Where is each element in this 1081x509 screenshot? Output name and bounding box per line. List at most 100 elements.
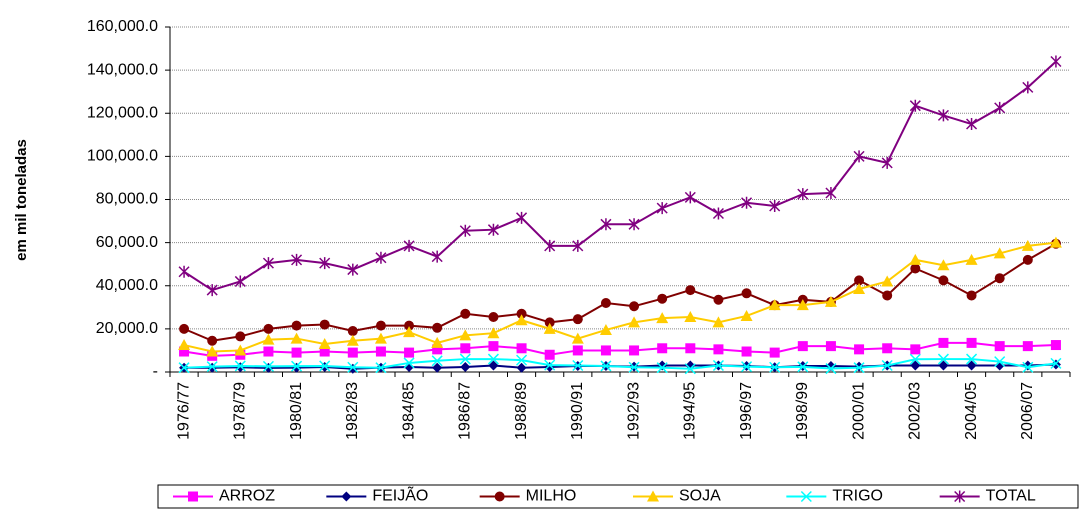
x-tick-label: 1988/89 <box>513 382 530 440</box>
y-tick-label: 80,000.0 <box>96 191 158 208</box>
legend-marker <box>647 490 659 502</box>
data-point <box>909 253 922 265</box>
data-point <box>263 323 274 334</box>
data-point <box>937 259 950 271</box>
x-tick-label: 2000/01 <box>850 382 867 440</box>
data-point <box>910 360 921 371</box>
data-point <box>403 357 415 369</box>
data-point <box>656 312 669 324</box>
y-tick-label: 160,000.0 <box>87 18 158 35</box>
data-point <box>178 339 191 351</box>
data-point <box>459 329 472 341</box>
legend-label: ARROZ <box>219 488 275 505</box>
data-point <box>713 344 724 355</box>
legend-label: MILHO <box>526 488 577 505</box>
data-point <box>657 293 668 304</box>
data-point <box>404 320 415 331</box>
y-axis-label: em mil toneladas <box>13 139 30 261</box>
data-point <box>994 356 1006 368</box>
data-point <box>882 290 893 301</box>
x-tick-label: 1978/79 <box>232 382 249 440</box>
data-point <box>291 320 302 331</box>
series-line <box>183 341 1056 357</box>
data-point <box>881 156 893 169</box>
data-point <box>374 332 387 344</box>
data-point <box>206 345 219 357</box>
data-point <box>263 346 274 357</box>
data-point <box>487 353 499 365</box>
data-point <box>938 360 949 371</box>
data-point <box>600 345 611 356</box>
data-point <box>459 224 471 237</box>
x-tick-label: 1976/77 <box>175 382 192 440</box>
legend-marker <box>954 490 966 503</box>
data-point <box>235 331 246 342</box>
data-point <box>1050 340 1061 351</box>
data-point <box>431 250 443 263</box>
y-tick-label: 100,000.0 <box>87 148 158 165</box>
data-point <box>572 360 584 372</box>
data-point <box>347 263 359 276</box>
data-point <box>319 362 330 373</box>
data-point <box>346 334 359 346</box>
data-point <box>515 314 528 326</box>
data-point <box>1022 360 1033 371</box>
data-point <box>234 344 247 356</box>
x-tick-label: 2002/03 <box>907 382 924 440</box>
data-point <box>853 282 866 294</box>
data-point <box>1022 361 1034 373</box>
data-point <box>544 317 555 328</box>
legend-marker <box>188 491 198 502</box>
data-point <box>516 308 527 319</box>
data-point <box>796 299 809 311</box>
data-point <box>347 361 359 373</box>
series-line <box>183 241 1057 353</box>
series-line <box>184 358 1057 370</box>
data-point <box>460 362 471 373</box>
x-tick-label: 2006/07 <box>1019 382 1036 440</box>
data-point <box>656 202 668 215</box>
data-point <box>824 295 837 307</box>
data-point <box>629 301 640 312</box>
data-point <box>347 326 358 337</box>
data-point <box>938 275 949 286</box>
data-point <box>628 218 640 231</box>
data-point <box>291 362 302 373</box>
data-point <box>235 362 246 373</box>
data-point <box>909 353 921 365</box>
data-point <box>938 337 949 348</box>
data-point <box>966 337 977 348</box>
data-point <box>993 247 1006 259</box>
data-point <box>262 257 274 270</box>
data-point <box>179 346 190 357</box>
data-point <box>741 346 752 357</box>
data-point <box>966 360 977 371</box>
data-point <box>488 360 499 371</box>
data-point <box>404 347 415 358</box>
data-point <box>234 275 246 288</box>
data-point <box>937 353 949 365</box>
y-tick-label: 20,000.0 <box>96 320 158 337</box>
data-point <box>712 360 724 372</box>
y-tick-label: 40,000.0 <box>96 277 158 294</box>
data-point <box>966 353 978 365</box>
data-point <box>319 346 330 357</box>
data-point <box>206 284 218 297</box>
legend-label: TRIGO <box>832 488 883 505</box>
data-point <box>966 290 977 301</box>
data-point <box>769 361 781 373</box>
data-point <box>375 362 387 374</box>
data-point <box>657 360 668 371</box>
data-point <box>516 211 528 224</box>
data-point <box>431 336 444 348</box>
data-point <box>910 344 921 355</box>
data-point <box>207 335 218 346</box>
data-point <box>319 319 330 330</box>
data-point <box>825 187 837 200</box>
x-tick-label: 1982/83 <box>344 382 361 440</box>
x-tick-label: 1984/85 <box>400 382 417 440</box>
data-point <box>291 253 303 266</box>
x-tick-label: 1990/91 <box>569 382 586 440</box>
data-point <box>628 316 641 328</box>
